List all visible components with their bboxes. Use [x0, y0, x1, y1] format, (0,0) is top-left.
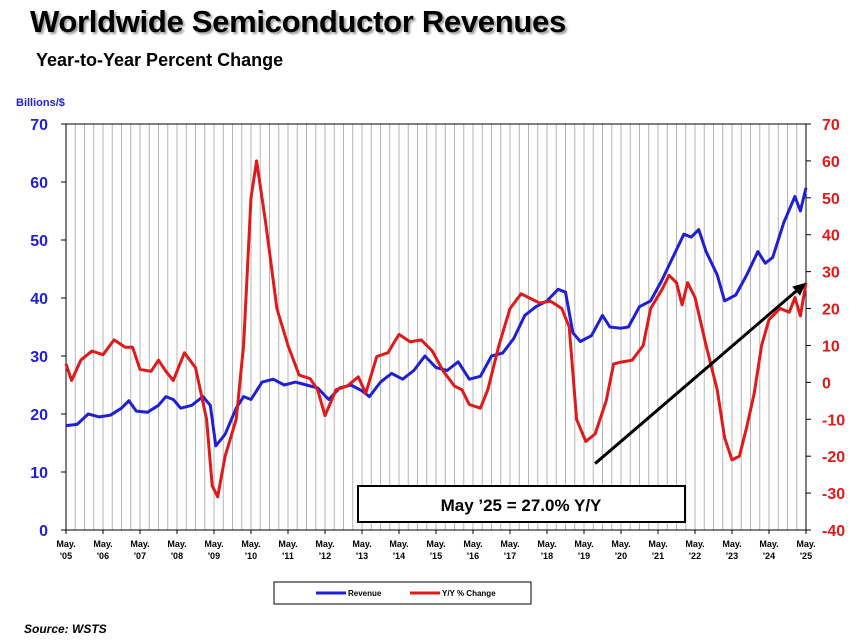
source-note: Source: WSTS: [24, 622, 107, 636]
annotation-box: [357, 485, 686, 523]
right-tick-label: 10: [822, 338, 840, 355]
x-tick-year: '18: [541, 551, 553, 561]
series-layer: [64, 159, 808, 499]
right-tick-label: -30: [822, 486, 845, 503]
x-axis: May. '05 May. '06 May. '07 May. '08 May. '09 May. '…: [56, 530, 816, 561]
x-tick-month: May.: [56, 539, 75, 549]
left-tick-label: 30: [30, 349, 48, 366]
x-tick-month: May.: [685, 539, 704, 549]
left-axis: 0 10 20 30 40 50 60 70: [30, 117, 66, 540]
legend-label-yoy: Y/Y % Change: [442, 589, 496, 598]
x-tick-month: May.: [759, 539, 778, 549]
x-tick-year: '25: [800, 551, 812, 561]
x-tick-year: '22: [689, 551, 701, 561]
left-tick-label: 60: [30, 175, 48, 192]
x-tick-month: May.: [537, 539, 556, 549]
left-tick-label: 0: [39, 523, 48, 540]
x-tick-year: '13: [356, 551, 368, 561]
left-tick-label: 10: [30, 465, 48, 482]
left-tick-label: 40: [30, 291, 48, 308]
x-tick-year: '16: [467, 551, 479, 561]
left-tick-label: 50: [30, 233, 48, 250]
right-axis: -40 -30 -20 -10 0 10 20 30 40 50 60 70: [806, 117, 845, 540]
x-tick-month: May.: [167, 539, 186, 549]
x-tick-year: '11: [282, 551, 294, 561]
right-tick-label: 70: [822, 117, 840, 134]
annotation-layer: May ’25 = 27.0% Y/Y: [357, 282, 806, 523]
x-tick-year: '08: [171, 551, 183, 561]
right-tick-label: 20: [822, 302, 840, 319]
right-tick-label: 40: [822, 228, 840, 245]
x-tick-month: May.: [130, 539, 149, 549]
left-tick-label: 70: [30, 117, 48, 134]
x-tick-year: '19: [578, 551, 590, 561]
x-tick-year: '12: [319, 551, 331, 561]
right-tick-label: 0: [822, 375, 831, 392]
x-tick-year: '15: [430, 551, 442, 561]
x-tick-month: May.: [722, 539, 741, 549]
legend: Revenue Y/Y % Change: [273, 581, 532, 605]
x-tick-year: '20: [615, 551, 627, 561]
x-tick-year: '09: [208, 551, 220, 561]
right-tick-label: -10: [822, 412, 845, 429]
x-tick-month: May.: [93, 539, 112, 549]
x-tick-year: '24: [763, 551, 775, 561]
x-tick-year: '06: [97, 551, 109, 561]
x-tick-month: May.: [241, 539, 260, 549]
chart-grid: [65, 124, 807, 530]
x-tick-year: '10: [245, 551, 257, 561]
x-tick-month: May.: [278, 539, 297, 549]
trend-arrow-line: [594, 290, 798, 465]
x-tick-month: May.: [574, 539, 593, 549]
legend-box: [273, 581, 532, 605]
series-line-y-y-change: [64, 159, 808, 499]
right-tick-label: -20: [822, 449, 845, 466]
right-tick-label: -40: [822, 523, 845, 540]
left-tick-label: 20: [30, 407, 48, 424]
x-tick-month: May.: [648, 539, 667, 549]
x-tick-year: '14: [393, 551, 405, 561]
x-tick-month: May.: [389, 539, 408, 549]
right-tick-label: 60: [822, 154, 840, 171]
x-tick-year: '05: [60, 551, 72, 561]
x-tick-year: '21: [652, 551, 664, 561]
x-tick-month: May.: [500, 539, 519, 549]
left-axis-unit: Billions/$: [16, 97, 65, 109]
chart-title: Worldwide Semiconductor Revenues: [30, 4, 566, 39]
x-tick-month: May.: [611, 539, 630, 549]
x-tick-month: May.: [796, 539, 815, 549]
chart-subtitle: Year-to-Year Percent Change: [36, 50, 284, 70]
x-tick-month: May.: [426, 539, 445, 549]
right-tick-label: 30: [822, 265, 840, 282]
trend-arrow-head: [792, 282, 806, 296]
x-tick-year: '17: [504, 551, 516, 561]
annotation-label: May ’25 = 27.0% Y/Y: [441, 496, 602, 515]
x-tick-month: May.: [315, 539, 334, 549]
x-tick-year: '07: [134, 551, 146, 561]
x-tick-month: May.: [204, 539, 223, 549]
x-tick-month: May.: [463, 539, 482, 549]
x-tick-month: May.: [352, 539, 371, 549]
x-tick-year: '23: [726, 551, 738, 561]
right-tick-label: 50: [822, 191, 840, 208]
legend-label-revenue: Revenue: [348, 589, 382, 598]
